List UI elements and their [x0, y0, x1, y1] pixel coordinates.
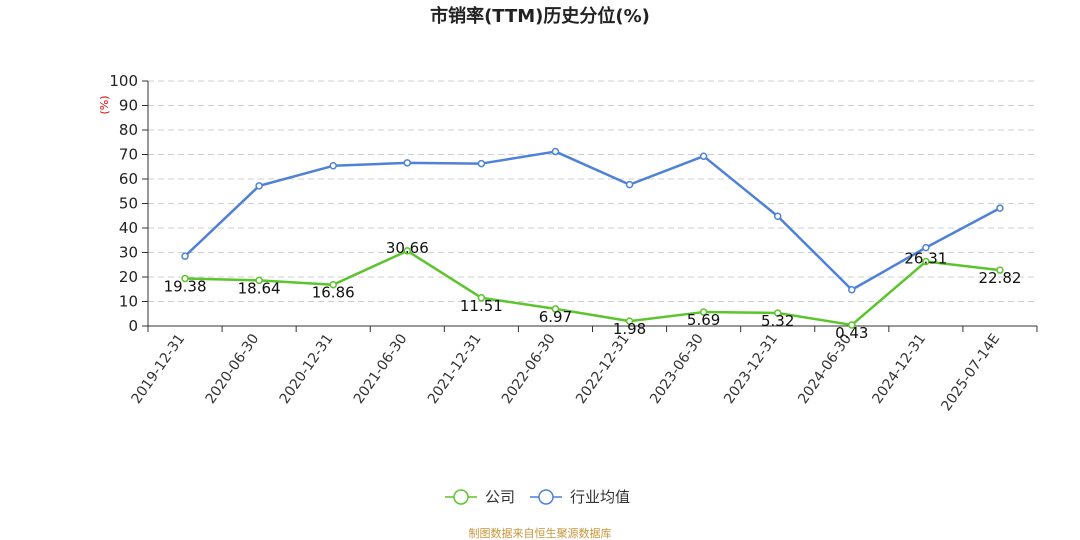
data-label: 26.31	[904, 250, 947, 268]
legend[interactable]: 公司 行业均值	[445, 488, 630, 506]
x-tick-label: 2025-07-14E	[938, 331, 1003, 414]
data-label: 0.43	[835, 324, 868, 342]
data-point[interactable]	[625, 317, 634, 325]
data-label: 19.38	[164, 278, 207, 296]
data-point[interactable]	[181, 274, 189, 283]
x-tick-label: 2023-12-31	[721, 331, 781, 407]
data-point[interactable]	[255, 182, 263, 190]
data-point[interactable]	[848, 285, 856, 294]
data-label: 16.86	[312, 284, 355, 302]
y-tick-label: 60	[119, 170, 138, 188]
data-label: 5.32	[761, 312, 794, 330]
data-label: 30.66	[386, 239, 429, 257]
series-line-1	[184, 150, 1001, 291]
x-tick-label: 2024-12-31	[869, 331, 929, 407]
x-tick-label: 2021-12-31	[425, 331, 485, 407]
y-tick-label: 10	[119, 293, 138, 311]
data-point[interactable]	[922, 243, 930, 252]
data-label: 11.51	[460, 297, 503, 315]
legend-marker	[453, 489, 469, 505]
y-tick-label: 80	[119, 121, 138, 139]
y-tick-label: 0	[128, 317, 138, 335]
legend-marker	[538, 489, 554, 505]
x-tick-labels: 2019-12-31 2020-06-30 2020-12-31 2021-06-30…	[129, 331, 1004, 414]
data-point[interactable]	[922, 257, 930, 266]
chart-title: 市销率(TTM)历史分位(%)	[430, 5, 650, 27]
data-point[interactable]	[329, 162, 337, 170]
legend-label: 行业均值	[570, 488, 630, 506]
source-note: 制图数据来自恒生聚源数据库	[469, 526, 612, 540]
data-label: 5.69	[687, 311, 720, 329]
data-point[interactable]	[477, 294, 486, 302]
y-tick-label: 50	[119, 195, 138, 213]
data-point[interactable]	[699, 308, 708, 316]
data-point[interactable]	[625, 180, 634, 189]
series-layer	[181, 147, 1004, 329]
series-line-0	[185, 249, 1001, 327]
y-tick-label: 30	[119, 244, 138, 262]
grid-lines	[148, 80, 1037, 302]
data-point[interactable]	[773, 212, 782, 220]
x-tick-label: 2020-06-30	[203, 331, 263, 407]
data-point[interactable]	[329, 280, 337, 289]
x-tick-label: 2019-12-31	[129, 331, 189, 407]
y-tick-label: 90	[119, 97, 138, 115]
data-point[interactable]	[848, 321, 856, 329]
data-point[interactable]	[403, 247, 412, 255]
y-axis-label: (%)	[98, 95, 111, 114]
data-label: 18.64	[238, 279, 281, 297]
data-label: 6.97	[539, 308, 572, 326]
x-tick-label: 2022-12-31	[573, 331, 633, 407]
data-point[interactable]	[403, 159, 412, 167]
legend-label: 公司	[485, 488, 515, 506]
data-point[interactable]	[773, 309, 782, 317]
x-tick-label: 2021-06-30	[351, 331, 411, 407]
data-point[interactable]	[181, 252, 189, 260]
y-tick-label: 70	[119, 146, 138, 164]
y-tick-label: 40	[119, 219, 138, 237]
data-point[interactable]	[551, 305, 560, 313]
data-point[interactable]	[996, 204, 1004, 212]
x-tick-label: 2023-06-30	[647, 331, 707, 407]
y-tick-label: 100	[109, 72, 138, 90]
data-point[interactable]	[699, 152, 708, 160]
x-tick-label: 2022-06-30	[499, 331, 559, 407]
axes	[142, 80, 1038, 332]
legend-item-1[interactable]: 行业均值	[530, 488, 630, 506]
y-tick-label: 20	[119, 268, 138, 286]
x-tick-label: 2020-12-31	[277, 331, 337, 407]
x-tick-label: 2024-06-30	[795, 331, 855, 407]
data-labels: 19.38 18.64 16.86 30.66 11.51 6.97 1.98 5.69 5.3…	[164, 239, 1022, 342]
data-point[interactable]	[996, 266, 1004, 274]
data-point[interactable]	[255, 276, 263, 285]
data-point[interactable]	[477, 159, 486, 168]
data-label: 1.98	[613, 320, 646, 338]
data-label: 22.82	[978, 269, 1021, 287]
data-point[interactable]	[551, 147, 560, 156]
y-tick-labels: 0 10 20 30 40 50 60 70 80 90 100	[109, 72, 138, 335]
legend-item-0[interactable]: 公司	[445, 488, 515, 506]
